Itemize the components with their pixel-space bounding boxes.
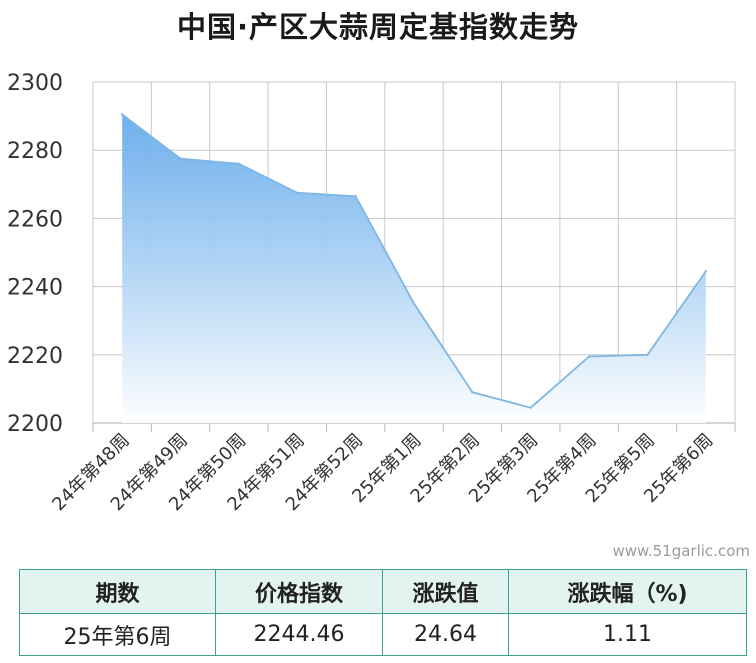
table-row: 25年第6周 2244.46 24.64 1.11 xyxy=(19,613,747,656)
table-cell-change-percent: 1.11 xyxy=(508,613,747,656)
y-tick-label: 2240 xyxy=(7,276,63,301)
data-point xyxy=(529,406,532,409)
data-point xyxy=(646,353,649,356)
series-area xyxy=(122,114,706,424)
table-cell-period: 25年第6周 xyxy=(19,613,216,656)
table-cell-price-index: 2244.46 xyxy=(215,613,383,656)
data-point xyxy=(237,162,241,166)
data-point xyxy=(471,391,474,394)
watermark: www.51garlic.com xyxy=(612,542,750,560)
data-point xyxy=(354,195,357,198)
data-point xyxy=(412,302,416,305)
data-point xyxy=(296,191,299,195)
table-header-change-value: 涨跌值 xyxy=(382,569,509,614)
y-tick-label: 2260 xyxy=(7,207,63,232)
y-tick-label: 2300 xyxy=(7,71,63,96)
data-point xyxy=(704,270,708,273)
summary-table: 期数 价格指数 涨跌值 涨跌幅（%) 25年第6周 2244.46 24.64 … xyxy=(19,569,747,656)
y-tick-label: 2200 xyxy=(7,412,63,437)
y-tick-label: 2280 xyxy=(7,139,63,164)
data-point xyxy=(587,355,591,358)
chart-title: 中国·产区大蒜周定基指数走势 xyxy=(176,10,580,44)
table-header-change-percent: 涨跌幅（%) xyxy=(508,569,747,614)
data-point xyxy=(120,113,124,116)
table-header-price-index: 价格指数 xyxy=(215,569,383,614)
table-header-row: 期数 价格指数 涨跌值 涨跌幅（%) xyxy=(19,569,747,614)
y-tick-label: 2220 xyxy=(7,344,63,369)
table-cell-change-value: 24.64 xyxy=(382,613,509,656)
table-header-period: 期数 xyxy=(19,569,216,614)
data-point xyxy=(179,157,182,160)
area-chart: 22002220224022602280230024年第48周24年第49周24… xyxy=(7,71,736,515)
